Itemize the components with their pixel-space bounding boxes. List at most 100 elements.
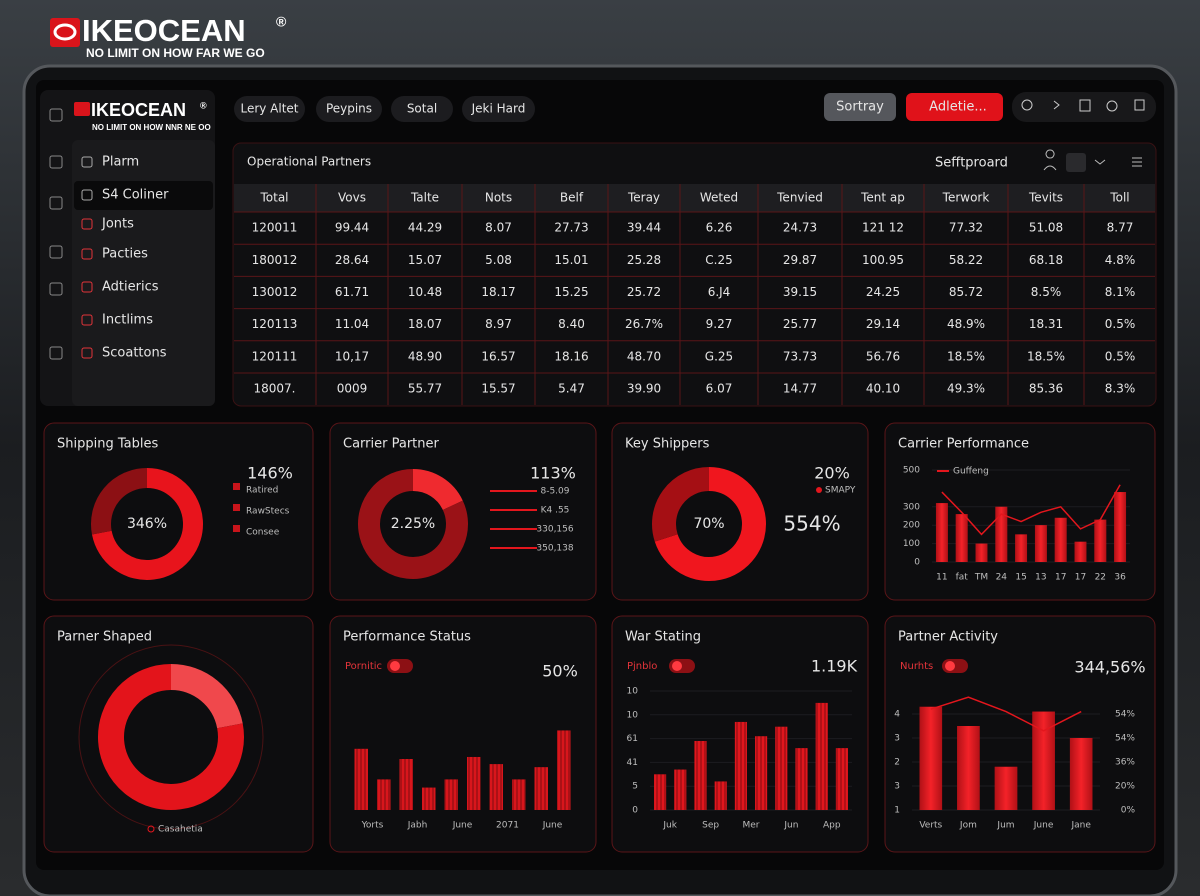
bar-shade [557,730,571,810]
tab-pill[interactable] [391,96,453,122]
sidebar-item[interactable]: Inctlims [102,313,153,328]
card-stat: 344,56% [1074,658,1145,677]
sidebar-item[interactable]: Jonts [101,217,134,232]
table-cell: 14.77 [783,382,817,396]
send-icon[interactable] [1053,100,1060,110]
table-cell: 24.73 [783,221,817,235]
table-cell: 18.16 [554,349,588,363]
toolbar-icons [1012,92,1156,122]
x-tick-label: Jum [996,821,1014,831]
table-cell: 6.26 [706,221,733,235]
table-cell: 25.77 [783,317,817,331]
user-icon[interactable] [1043,149,1057,171]
action-button[interactable] [906,93,1003,121]
bar-shade [489,764,503,810]
brand-tagline: NO LIMIT ON HOW FAR WE GO [86,46,265,60]
card [884,422,1156,601]
item-icon [81,156,93,168]
settings-icon[interactable] [1134,99,1145,111]
x-tick-label: 24 [996,573,1008,583]
trend-line [941,484,1121,536]
sidebar-item[interactable]: Plarm [102,155,139,170]
x-tick-label: Jun [783,821,798,831]
tab-pill[interactable] [316,96,382,122]
x-tick-label: 36 [1114,573,1126,583]
legend-label: Ratired [246,486,278,496]
card-title: Parner Shaped [57,630,152,645]
menu-icon[interactable] [1132,157,1142,167]
card-title: Carrier Performance [898,437,1029,452]
sidebar-brand: IKEOCEAN [91,100,186,120]
y-tick-label: 36% [1115,758,1135,768]
sort-button-label[interactable]: Sortray [836,100,884,115]
x-tick-label: fat [956,573,969,583]
legend-label: 350,138 [536,544,573,554]
filter-dropdown[interactable] [1066,153,1086,172]
sidebar-item[interactable]: Adtierics [102,280,159,295]
column-header: Tent ap [860,191,905,205]
table-header-bg [234,184,1155,212]
column-header: Talte [410,191,439,205]
bar-shade [354,748,368,810]
toggle-knob[interactable] [672,661,682,671]
table-cell: 15.25 [554,285,588,299]
sidebar-tagline: NO LIMIT ON HOW NNR NE OO [92,123,211,132]
sidebar-item[interactable]: S4 Coliner [102,188,169,203]
toggle-knob[interactable] [390,661,400,671]
x-tick-label: TM [974,573,988,583]
sidebar-item[interactable]: Scoattons [102,346,167,361]
card [329,615,597,853]
legend-swatch [233,525,240,532]
tab-label[interactable]: Lery Altet [240,102,298,116]
action-button-label[interactable]: Adletie... [929,100,987,115]
tab-label[interactable]: Peypins [326,102,372,116]
x-tick-label: June [1033,821,1054,831]
donut-segment [652,467,710,542]
tab-label[interactable]: Jeki Hard [471,102,526,116]
table-cell: 85.36 [1029,382,1063,396]
bar-shade [734,721,747,810]
toggle-knob[interactable] [945,661,955,671]
sort-button[interactable] [824,93,896,121]
legend-swatch [233,504,240,511]
x-tick-label: App [823,821,841,831]
table-cell: 48.9% [947,317,985,331]
table-cell: 15.57 [481,382,515,396]
bar-shade [975,543,988,562]
globe-icon[interactable] [1106,100,1118,112]
bar-shade [714,781,727,810]
y-tick-label: 100 [903,539,920,549]
card-stat: 113% [530,464,576,483]
bar-shade [1015,534,1028,562]
card-stat: 146% [247,464,293,483]
bar-shade [1034,525,1047,562]
card-stat: 20% [814,464,850,483]
table-cell: 8.77 [1107,221,1134,235]
bar-shade [957,726,980,810]
tab-pill[interactable] [234,96,305,122]
search-icon[interactable] [1021,99,1033,111]
card-stat: 1.19K [811,657,858,676]
table-cell: 0009 [337,382,368,396]
table-cell: 180012 [252,253,298,267]
x-tick-label: 22 [1095,573,1106,583]
card [43,615,314,853]
doc-icon[interactable] [1079,99,1091,112]
table-cell: 8.1% [1105,285,1136,299]
brand-name: IKEOCEAN [82,13,246,48]
bar-shade [654,774,667,810]
y-tick-label: 0 [632,806,638,816]
tab-label[interactable]: Sotal [407,102,437,116]
y-tick-label: 0% [1121,806,1136,816]
sidebar-item[interactable]: Pacties [102,247,148,262]
toggle-label: Pjnblo [627,661,657,672]
table-cell: 18.5% [947,349,985,363]
table-filter[interactable]: Sefftproard [935,156,1008,171]
table-cell: 15.01 [554,253,588,267]
table-cell: 29.14 [866,317,900,331]
chevron-icon[interactable] [1094,159,1106,165]
tab-pill[interactable] [462,96,535,122]
y-tick-label: 5 [632,782,638,792]
x-tick-label: Juk [662,821,677,831]
bar-shade [835,748,848,810]
